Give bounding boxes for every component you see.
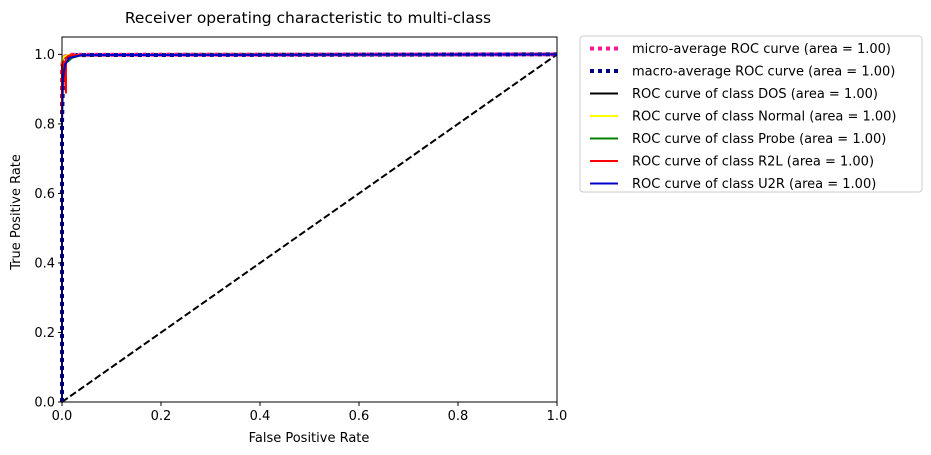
y-axis-label: True Positive Rate — [9, 154, 24, 271]
legend-label: ROC curve of class R2L (area = 1.00) — [632, 155, 874, 170]
x-tick-label: 1.0 — [547, 409, 568, 424]
x-tick-label: 0.2 — [151, 409, 172, 424]
x-tick-label: 0.0 — [52, 409, 73, 424]
x-tick-label: 0.4 — [250, 409, 271, 424]
x-tick-label: 0.6 — [349, 409, 370, 424]
y-tick-label: 0.6 — [34, 187, 55, 202]
legend-label: ROC curve of class U2R (area = 1.00) — [632, 177, 876, 192]
x-tick-label: 0.8 — [448, 409, 469, 424]
legend-box — [579, 35, 923, 193]
y-tick-label: 0.8 — [34, 117, 55, 132]
y-tick-label: 1.0 — [34, 48, 55, 63]
axis-ticks: 0.0 0.2 0.4 0.6 0.8 1.0 0.0 0.2 0.4 0.6 0.8 1.0 — [34, 48, 567, 424]
legend-label: ROC curve of class DOS (area = 1.00) — [632, 87, 878, 102]
plot-lines — [60, 52, 558, 403]
chart-title: Receiver operating characteristic to mul… — [125, 9, 491, 27]
legend-label: macro-average ROC curve (area = 1.00) — [632, 65, 895, 80]
x-axis-label: False Positive Rate — [249, 431, 370, 446]
chance-diagonal-line — [61, 53, 558, 403]
y-tick-label: 0.0 — [34, 396, 55, 411]
legend-label: micro-average ROC curve (area = 1.00) — [632, 42, 891, 57]
legend: micro-average ROC curve (area = 1.00) mac… — [579, 35, 923, 193]
y-tick-label: 0.2 — [34, 326, 55, 341]
legend-label: ROC curve of class Probe (area = 1.00) — [632, 132, 886, 147]
y-tick-label: 0.4 — [34, 256, 55, 271]
legend-label: ROC curve of class Normal (area = 1.00) — [632, 110, 897, 125]
plot-frame — [61, 36, 558, 403]
